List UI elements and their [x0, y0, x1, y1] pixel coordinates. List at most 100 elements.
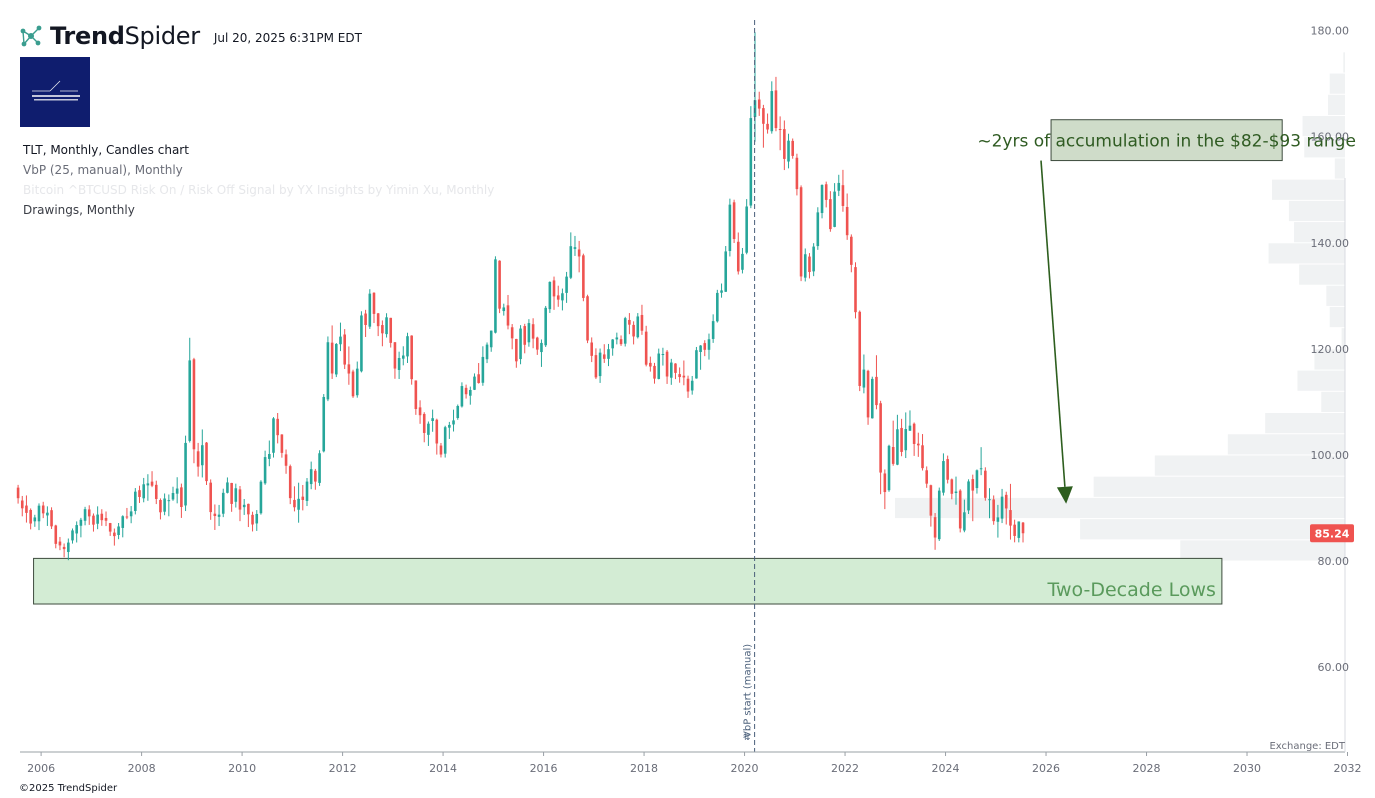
candle [523, 323, 527, 354]
candle-body [401, 355, 405, 359]
vbp-start-line[interactable]: VbP start (manual)⇅ [743, 20, 756, 752]
candle-body [745, 206, 748, 253]
x-tick-label: 2012 [329, 762, 357, 775]
candle [653, 362, 656, 384]
vbp-bar [1288, 200, 1345, 222]
x-tick-label: 2014 [429, 762, 457, 775]
candle [774, 76, 778, 132]
candle-body [439, 445, 443, 455]
candle-body [942, 461, 945, 493]
candle-body [284, 454, 288, 466]
candle-body [79, 519, 83, 526]
candle-body [502, 307, 506, 312]
candle-body [54, 525, 58, 544]
candle-body [841, 185, 845, 206]
candle-body [665, 351, 669, 377]
candle [20, 495, 24, 517]
candle [749, 106, 753, 209]
candle [381, 320, 384, 347]
candle [284, 449, 288, 474]
candle [707, 333, 711, 360]
x-tick-label: 2022 [831, 762, 859, 775]
candle-body [531, 324, 535, 339]
candle-body [699, 345, 702, 352]
candle [117, 523, 120, 540]
candle [757, 91, 761, 116]
candle [736, 232, 740, 275]
candle-body [272, 418, 275, 453]
candle [268, 440, 271, 467]
candle [96, 506, 99, 530]
two-decade-lows-zone[interactable]: Two-Decade Lows [33, 557, 1223, 605]
candle-body [92, 515, 95, 525]
legend-drawings-line[interactable]: Drawings, Monthly [23, 203, 135, 217]
candle-body [100, 513, 104, 521]
candle-body [485, 344, 489, 360]
candle [510, 324, 514, 350]
candle-body [870, 378, 874, 419]
candle-body [452, 420, 455, 425]
candle-body [255, 513, 259, 524]
annotations[interactable]: ~2yrs of accumulation in the $82-$93 ran… [977, 119, 1356, 504]
brand-name: TrendSpider [50, 22, 200, 50]
candle [167, 494, 171, 517]
candle [330, 325, 334, 379]
vbp-bar [1080, 519, 1345, 540]
candle-body [238, 489, 242, 510]
candle [29, 508, 32, 530]
candle-body [674, 363, 677, 373]
candle [803, 248, 807, 282]
candle-body [820, 184, 824, 214]
candle [393, 342, 397, 379]
candle [431, 409, 434, 432]
candle-body [117, 526, 120, 535]
candle-body [159, 499, 162, 513]
candle [54, 524, 58, 549]
candle-body [837, 182, 841, 191]
legend-symbol-line[interactable]: TLT, Monthly, Candles chart [23, 143, 189, 157]
candle-body [736, 241, 740, 272]
candle-body [406, 336, 409, 357]
candle-body [175, 488, 179, 494]
legend-signal-line[interactable]: Bitcoin ^BTCUSD Risk On / Risk Off Signa… [23, 183, 495, 197]
candle-body [917, 443, 920, 446]
candle [590, 337, 594, 363]
y-tick-label: 100.00 [1311, 449, 1350, 462]
candle-body [958, 490, 962, 529]
candle-body [134, 491, 137, 511]
candle-body [992, 499, 995, 522]
candle [971, 474, 975, 522]
accumulation-label: ~2yrs of accumulation in the $82-$93 ran… [977, 132, 1356, 152]
x-tick-label: 2026 [1032, 762, 1060, 775]
candle [188, 337, 192, 443]
candle [255, 510, 259, 531]
candle-body [196, 451, 200, 467]
candle-body [854, 267, 857, 313]
candle-body [657, 353, 661, 379]
vbp-bar [1093, 476, 1345, 497]
candle-body [523, 326, 527, 345]
candle-body [347, 364, 351, 374]
candle [150, 471, 154, 488]
candle-body [33, 517, 37, 522]
candle-body [360, 315, 363, 372]
candle-body [309, 469, 313, 485]
candle-body [460, 386, 464, 407]
vbp-bar [1302, 115, 1345, 137]
candle-body [46, 512, 49, 516]
candle [104, 511, 108, 527]
legend-vbp-line[interactable]: VbP (25, manual), Monthly [23, 163, 183, 177]
candle-body [766, 123, 769, 130]
candle-body [41, 505, 45, 514]
candle [988, 488, 991, 519]
candle-body [791, 140, 794, 156]
candle [615, 332, 619, 345]
candle-body [368, 293, 372, 327]
candle-body [167, 500, 171, 502]
candle [695, 346, 698, 379]
candle [301, 484, 305, 511]
candle-body [71, 530, 74, 541]
candle-body [971, 479, 975, 491]
candle [900, 418, 903, 457]
